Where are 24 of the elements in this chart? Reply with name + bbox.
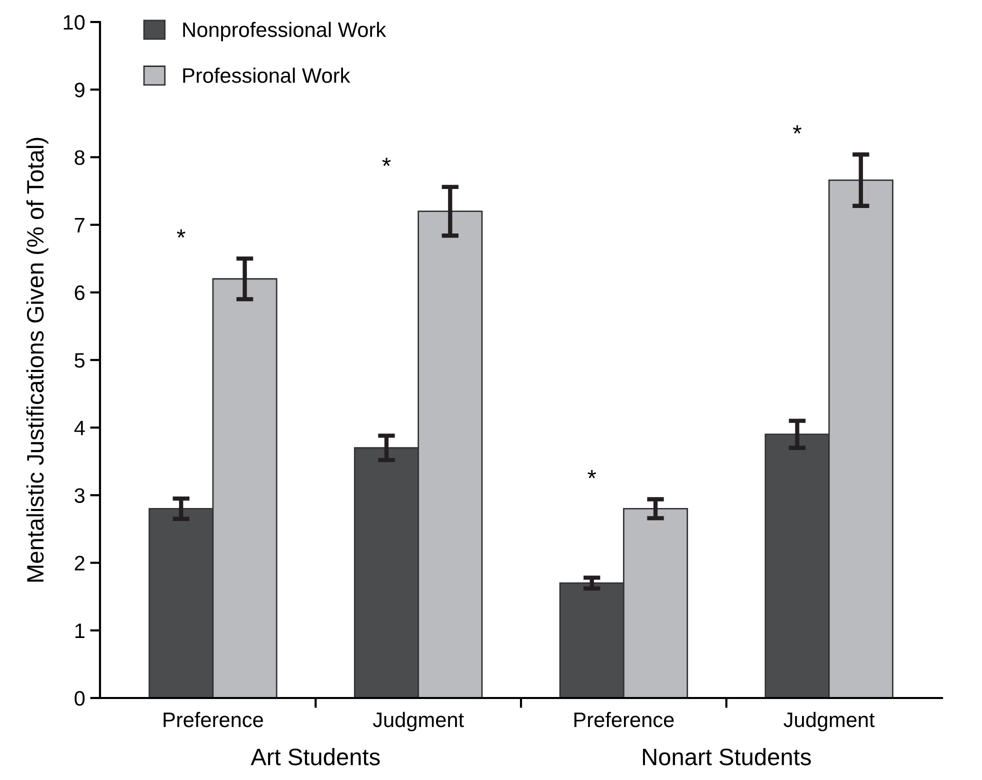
legend-label: Nonprofessional Work — [183, 22, 386, 42]
y-tick-label: 2 — [74, 556, 84, 570]
x-tick-label: Judgment — [372, 712, 464, 732]
text: Art Students — [250, 748, 380, 766]
y-tick-label: 3 — [74, 488, 84, 503]
y-tick-label: 6 — [74, 285, 84, 300]
y-tick-label: 1 — [75, 624, 84, 638]
annotation: * — [176, 229, 186, 238]
y-tick-label: 8 — [74, 150, 85, 165]
x-tick-label: Judgment — [784, 712, 875, 732]
annotation: * — [588, 470, 596, 478]
x-tick-label: Preference — [574, 712, 674, 728]
annotation: * — [382, 158, 391, 166]
y-tick-label: 9 — [74, 82, 84, 98]
y-axis-title: Mentalistic Justifications Given (% of Total) — [26, 138, 48, 582]
y-tick-label: 5 — [74, 353, 85, 368]
y-tick-label: 0 — [74, 691, 85, 706]
x-tick-label: Preference — [164, 712, 263, 728]
annotation: * — [793, 125, 802, 134]
y-tick-label: 7 — [74, 218, 84, 232]
text: Nonart Students — [642, 748, 811, 766]
y-tick-label: 10 — [64, 15, 85, 30]
legend-label: Professional Work — [183, 68, 350, 83]
y-tick-label: 4 — [74, 420, 85, 436]
